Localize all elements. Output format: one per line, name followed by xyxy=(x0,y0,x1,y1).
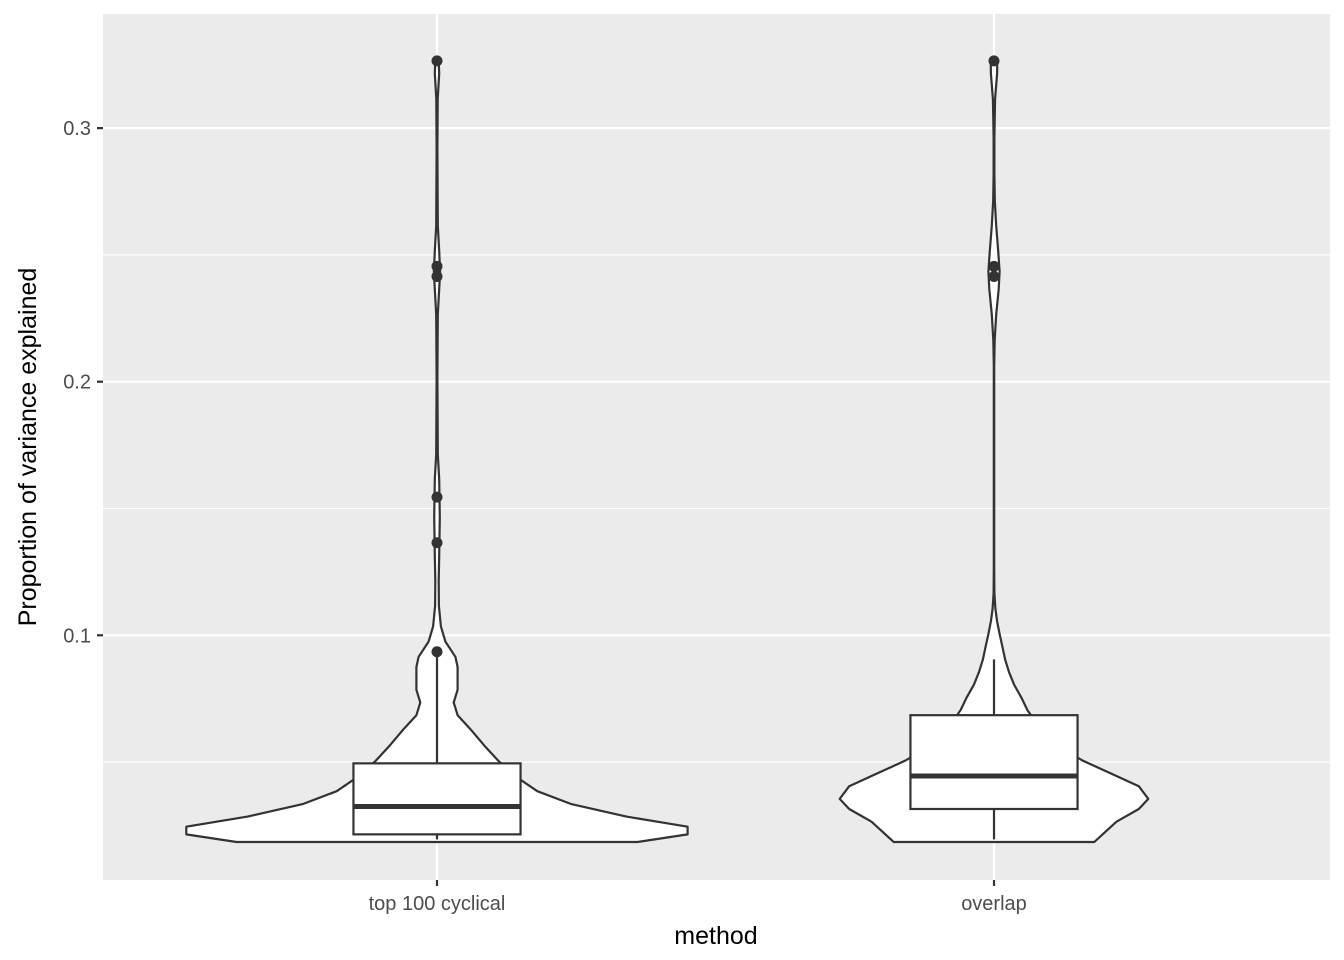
outlier-point xyxy=(988,55,1000,67)
outlier-point xyxy=(431,260,443,272)
outlier-point xyxy=(431,646,443,658)
outlier-point xyxy=(431,55,443,67)
axes: 0.1 0.2 0.3 top 100 cyclical overlap xyxy=(63,118,1027,915)
boxplots xyxy=(352,654,1079,840)
outlier-point xyxy=(431,491,443,503)
box-iqr xyxy=(352,762,522,836)
box-iqr xyxy=(909,714,1079,811)
outlier-point xyxy=(431,270,443,282)
outlier-point xyxy=(431,537,443,549)
y-tick-label: 0.2 xyxy=(63,372,91,394)
x-axis-title: method xyxy=(674,922,757,950)
outlier-points xyxy=(431,55,1000,658)
y-tick-label: 0.3 xyxy=(63,118,91,140)
y-axis-title: Proportion of variance explained xyxy=(14,268,42,627)
plot-panel xyxy=(103,14,1330,880)
x-tick-label: top 100 cyclical xyxy=(369,893,506,915)
outlier-point xyxy=(988,260,1000,272)
x-tick-label: overlap xyxy=(961,893,1027,915)
outlier-point xyxy=(988,270,1000,282)
y-tick-label: 0.1 xyxy=(63,625,91,647)
